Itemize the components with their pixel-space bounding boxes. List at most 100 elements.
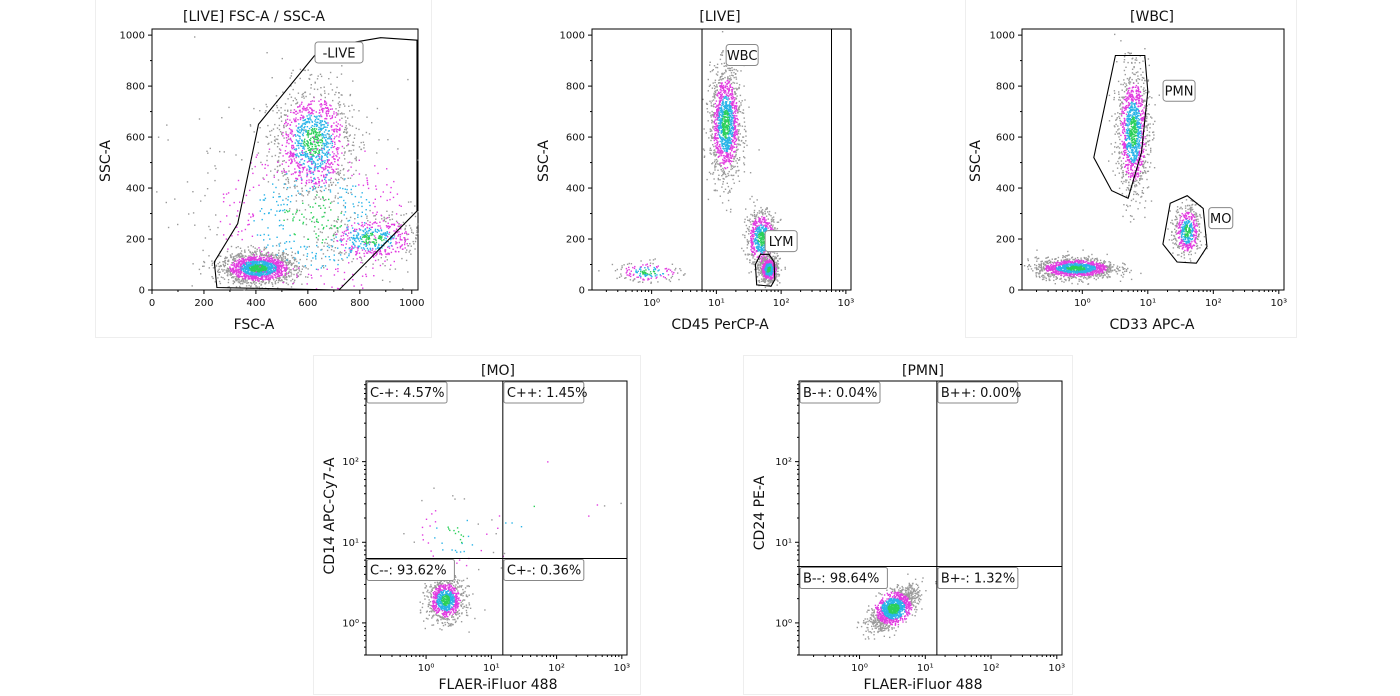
scatter-plot-live-fsc-ssc[interactable]: [LIVE] FSC-A / SSC-A FSC-A SSC-A 0 200 400… [96,0,431,337]
event-dot [371,241,374,243]
event-dot [381,234,383,236]
event-dot [324,96,326,99]
event-dot [326,155,328,157]
event-dot [251,168,253,170]
event-dot [253,266,255,268]
event-dot [287,122,289,125]
event-dot [252,266,254,268]
event-dot [256,255,258,258]
event-dot [316,132,319,134]
event-dot [716,113,719,115]
event-dot [723,89,725,91]
event-dot [252,282,255,284]
event-dot [384,265,386,267]
event-dot [336,131,338,133]
event-dot [335,91,337,94]
event-dot [292,154,294,156]
event-dot [721,139,723,141]
event-dot [728,106,731,108]
event-dot [265,258,267,260]
event-dot [359,237,361,239]
event-dot [726,142,728,144]
event-dot [232,280,234,282]
event-dot [716,148,719,150]
event-dot [315,156,317,159]
event-dot [399,238,401,240]
event-dot [298,147,300,149]
event-dot [327,141,329,144]
event-dot [294,119,297,121]
event-dot [156,191,158,193]
event-dot [239,273,242,275]
event-dot [728,119,730,121]
event-dot [321,137,324,139]
event-dot [321,242,323,244]
event-dot [230,274,232,277]
event-dot [411,231,413,233]
event-dot [273,264,275,266]
event-dot [322,163,324,165]
event-dot [298,209,301,212]
event-dot [335,168,337,170]
event-dot [255,277,257,279]
event-dot [723,171,725,173]
event-dot [220,276,223,278]
event-dot [310,112,312,115]
event-dot [320,139,323,141]
event-dot [296,210,298,212]
event-dot [374,165,376,167]
event-dot [308,114,310,116]
event-dot [283,160,285,162]
event-dot [289,152,291,154]
event-dot [325,129,327,131]
event-dot [256,286,259,288]
event-dot [310,179,312,181]
scatter-plot-live-cd45[interactable]: [LIVE] CD45 PerCP-A SSC-A 10⁰ 10¹ 10² 10³02… [534,0,870,337]
event-dot [188,213,190,215]
event-dot [249,125,252,127]
event-dot [723,91,725,93]
event-dot [278,193,280,195]
event-dot [722,50,724,52]
event-dot [293,216,295,218]
event-dot [713,178,715,180]
event-dot [381,279,384,281]
event-dot [360,243,362,245]
event-dot [339,129,341,131]
event-dot [336,135,338,137]
event-dot [366,179,368,182]
event-dot [303,266,305,268]
event-dot [720,141,723,143]
event-dot [253,256,255,259]
event-dot [347,140,350,142]
event-dot [277,264,279,267]
event-dot [317,166,320,168]
event-dot [237,231,240,233]
event-dot [275,253,277,256]
event-dot [356,252,358,254]
event-dot [396,193,399,195]
event-dot [311,155,313,158]
event-dot [313,150,315,153]
event-dot [400,245,403,247]
event-dot [286,259,288,261]
event-dot [325,199,327,201]
event-dot [386,253,388,256]
event-dot [288,267,290,269]
event-dot [269,255,272,257]
event-dot [411,212,413,214]
event-dot [731,155,733,158]
event-dot [323,126,325,128]
event-dot [256,154,258,156]
event-dot [321,144,323,147]
event-dot [315,258,317,260]
event-dot [376,107,379,110]
event-dot [379,249,381,252]
event-dot [328,149,330,151]
event-dot [277,258,279,260]
event-dot [358,184,360,186]
event-dot [343,278,346,281]
event-dot [306,154,308,157]
event-dot [731,100,733,103]
event-dot [323,103,326,106]
